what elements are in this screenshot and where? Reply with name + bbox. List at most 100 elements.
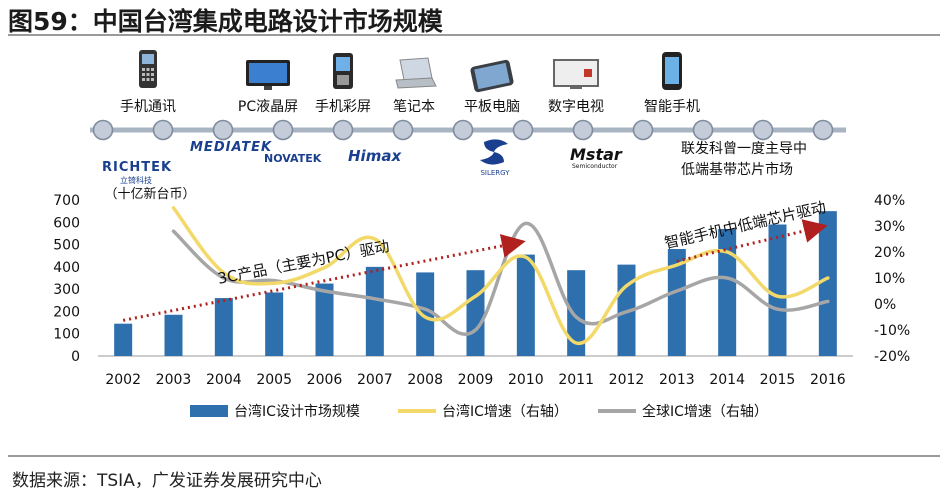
color-screen-phone-icon [333, 53, 353, 89]
timeline-node [572, 119, 594, 141]
y-tick-label: 200 [53, 304, 80, 320]
tv-badge [584, 69, 592, 77]
timeline-node [752, 119, 774, 141]
phone-key [146, 73, 150, 76]
timeline-item-label: PC液晶屏 [238, 99, 298, 115]
bar-2004 [214, 298, 233, 356]
tablet-icon [470, 59, 514, 93]
phone-key [151, 78, 154, 81]
logo-mstar: Mstar [570, 145, 623, 164]
phone-key [146, 78, 150, 81]
timeline-node [692, 119, 714, 141]
y-tick-label: 0 [71, 349, 80, 365]
x-tick-label: 2002 [105, 372, 141, 388]
bar-2009 [466, 270, 485, 356]
timeline-annotation: 联发科曾一度主导中 [681, 141, 807, 157]
line-taiwan-ic-growth [171, 206, 830, 345]
source-note: 数据来源：TSIA，广发证券发展研究中心 [12, 471, 322, 491]
logo-novatek: NOVATEK [264, 152, 322, 165]
source-divider [8, 455, 940, 457]
timeline: 手机通讯 PC液晶屏 手机彩屏 笔记本 平板电脑 数字电视 智能手机 [90, 50, 846, 141]
timeline-node [512, 119, 534, 141]
y-axis-label: （十亿新台币） [104, 186, 195, 202]
y-tick-label: 700 [53, 193, 80, 209]
x-tick-label: 2016 [810, 372, 846, 388]
legend-label-global: 全球IC增速（右轴） [642, 403, 768, 420]
logo-mediatek: MEDIATEK [190, 140, 272, 155]
legend-label-taiwan: 台湾IC增速（右轴） [442, 403, 568, 420]
bar-2010 [516, 254, 535, 356]
legend-label-bar: 台湾IC设计市场规模 [234, 403, 360, 420]
bar-2015 [768, 224, 787, 356]
timeline-node [152, 119, 174, 141]
bar-2008 [416, 272, 435, 356]
laptop-screen [399, 57, 433, 81]
phone-key [142, 68, 145, 71]
timeline-node [812, 119, 834, 141]
x-tick-label: 2010 [508, 372, 544, 388]
x-tick-label: 2006 [307, 372, 343, 388]
bar-2013 [667, 249, 686, 356]
bar-2007 [365, 266, 384, 356]
timeline-node [332, 119, 354, 141]
trend-arrow-3c [122, 234, 526, 322]
phone-keypad [337, 75, 349, 85]
tv-stand [570, 86, 582, 89]
timeline-item-label: 平板电脑 [464, 99, 520, 115]
timeline-node [452, 119, 474, 141]
bar-2014 [718, 228, 737, 356]
timeline-item-label: 手机彩屏 [315, 99, 371, 115]
timeline-item-label: 笔记本 [393, 99, 435, 115]
x-tick-label: 2014 [709, 372, 745, 388]
trend-arrow-smartphone [676, 219, 828, 263]
phone-screen [142, 54, 154, 64]
x-tick-label: 2008 [407, 372, 443, 388]
y-tick-label: 300 [53, 282, 80, 298]
annotation-3c: 3C产品（主要为PC）驱动 [216, 237, 391, 288]
y2-tick-label: 30% [874, 219, 905, 235]
phone-key [151, 68, 154, 71]
phone-key [142, 78, 145, 81]
timeline-item-label: 手机通讯 [120, 99, 176, 115]
tablet-screen [474, 62, 510, 90]
x-tick-label: 2012 [609, 372, 645, 388]
timeline-node [392, 119, 414, 141]
legend: 台湾IC设计市场规模 台湾IC增速（右轴） 全球IC增速（右轴） [190, 403, 768, 420]
plot-area: （十亿新台币） 0 100 200 300 400 500 600 700 -20% -10% 0% 1… [53, 186, 910, 388]
x-tick-label: 2013 [659, 372, 695, 388]
timeline-annotation: 低端基带芯片市场 [681, 161, 793, 178]
monitor-stand [264, 86, 272, 90]
logo-richtek-sub: 立锜科技 [120, 175, 152, 185]
x-tick-label: 2003 [156, 372, 192, 388]
y2-tick-label: 20% [874, 245, 905, 261]
lcd-monitor-icon [246, 60, 290, 90]
bar-2006 [315, 283, 334, 356]
timeline-node [272, 119, 294, 141]
x-tick-label: 2011 [558, 372, 594, 388]
timeline-item-label: 数字电视 [548, 99, 604, 115]
y-tick-label: 500 [53, 238, 80, 254]
smartphone-icon [662, 52, 682, 90]
smartphone-screen [665, 57, 679, 84]
bar-2016 [818, 211, 837, 356]
bar-2002 [114, 323, 133, 356]
x-tick-label: 2007 [357, 372, 393, 388]
logo-silergy: SILERGY [480, 169, 510, 177]
x-tick-label: 2004 [206, 372, 242, 388]
laptop-base [395, 77, 437, 89]
y2-tick-label: 0% [874, 297, 896, 313]
y2-tick-label: 40% [874, 193, 905, 209]
title-divider [8, 34, 940, 36]
timeline-item-label: 智能手机 [644, 99, 700, 115]
y2-tick-label: -20% [874, 349, 910, 365]
digital-tv-icon [553, 59, 599, 89]
phone-key [151, 73, 154, 76]
logo-himax: Himax [348, 147, 402, 165]
logo-silergy-mark [480, 139, 508, 165]
legend-swatch-bar [190, 405, 228, 417]
phone-key [142, 73, 145, 76]
laptop-icon [395, 57, 437, 89]
y-tick-label: 400 [53, 260, 80, 276]
